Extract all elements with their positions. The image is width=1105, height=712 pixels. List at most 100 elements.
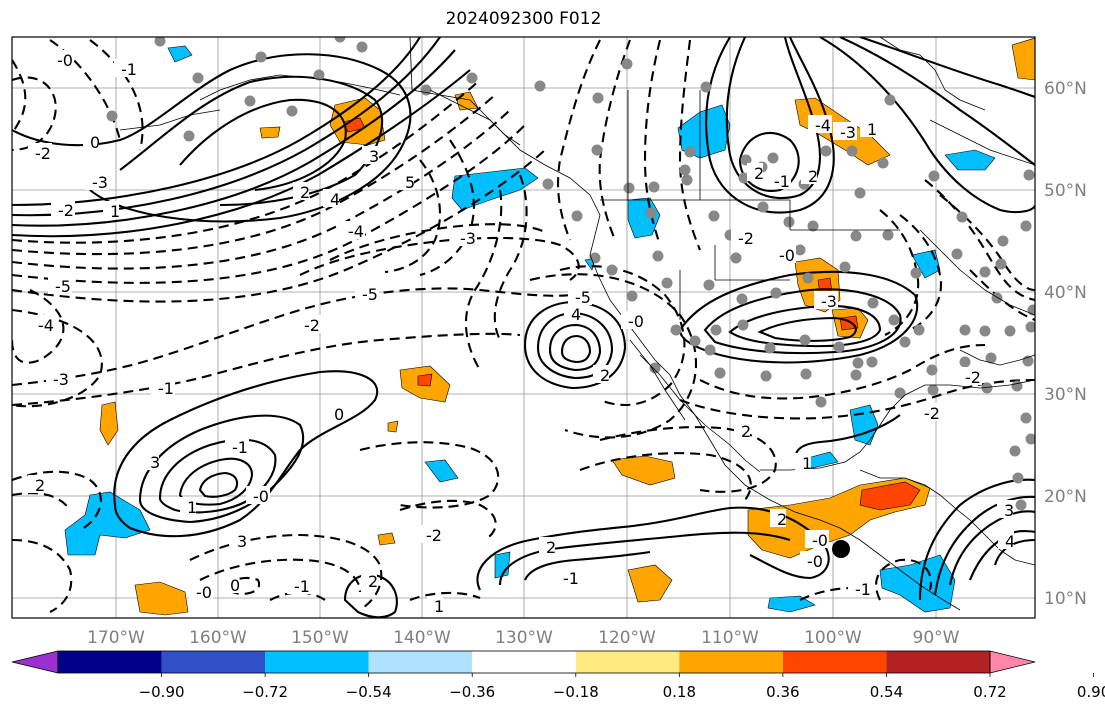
contour-label-background — [31, 315, 55, 333]
contour-label-background — [800, 551, 824, 569]
station-marker — [645, 207, 657, 219]
contour-label-background — [621, 311, 645, 329]
station-marker — [799, 334, 811, 346]
contour-label-background — [808, 115, 832, 133]
station-marker — [626, 290, 638, 302]
station-marker — [757, 201, 769, 213]
station-marker — [800, 368, 812, 380]
colorbar-high-extension — [989, 650, 1036, 674]
contour-label: -2 — [35, 144, 51, 163]
contour-label: -5 — [362, 285, 378, 304]
contour-label-background — [85, 172, 109, 190]
station-marker — [985, 352, 997, 364]
station-marker — [894, 387, 906, 399]
colorbar-bin — [368, 651, 473, 673]
station-marker — [910, 267, 922, 279]
contour-label-background — [398, 172, 414, 190]
colorbar-bin — [161, 651, 266, 673]
station-marker — [313, 69, 325, 81]
station-marker — [888, 314, 900, 326]
longitude-label: 170°W — [87, 628, 145, 648]
positive-region — [454, 91, 479, 111]
station-marker — [927, 384, 939, 396]
station-marker — [648, 181, 660, 193]
station-marker — [979, 325, 991, 337]
contour-label-background — [327, 404, 343, 422]
station-marker — [700, 81, 712, 93]
contour-label-background — [805, 530, 829, 548]
station-marker — [623, 182, 635, 194]
contour-label: -0 — [253, 487, 269, 506]
station-marker — [670, 324, 682, 336]
contour-label: 3 — [1004, 501, 1014, 520]
contour-label-background — [917, 403, 941, 421]
station-marker — [770, 287, 782, 299]
station-marker — [850, 369, 862, 381]
contour-label-background — [860, 119, 876, 137]
contour-label: 0 — [334, 405, 344, 424]
contour-label: 3 — [150, 453, 160, 472]
negative-region — [494, 551, 511, 579]
contour-label: 2 — [754, 164, 764, 183]
contour-label-background — [355, 284, 379, 302]
station-marker — [244, 95, 256, 107]
contour-label-background — [593, 365, 609, 383]
station-marker — [737, 319, 749, 331]
contour-label-background — [734, 421, 750, 439]
contour-label-background — [323, 189, 339, 207]
colorbar-tick-label: −0.18 — [553, 683, 599, 701]
colorbar-tick-label: 0.72 — [973, 683, 1006, 701]
solid-contours — [12, 37, 1035, 618]
contour-label: -3 — [460, 229, 476, 248]
contour-label-background — [51, 200, 75, 218]
positive-region — [1011, 37, 1035, 81]
station-marker — [997, 235, 1009, 247]
station-marker — [815, 396, 827, 408]
contour-label: -2 — [426, 526, 442, 545]
longitude-label: 120°W — [598, 628, 656, 648]
contour-label: -0 — [807, 552, 823, 571]
station-marker — [839, 261, 851, 273]
station-marker — [850, 230, 862, 242]
contour-label-background — [28, 143, 52, 161]
contour-label-background — [801, 166, 817, 184]
contour-labels: -0 -2 -1 -2 -3 -5 -4 0 1 2 3 4 5 -4 -3 -5 -2 -1 0 -3 3 2 1 -1 -0… — [28, 50, 1015, 616]
storm-center-marker — [832, 540, 850, 558]
station-marker — [995, 258, 1007, 270]
colorbar-bin — [575, 651, 680, 673]
contour-label: -2 — [924, 404, 940, 423]
station-marker — [1025, 321, 1035, 333]
contour-label: -2 — [965, 368, 981, 387]
contour-label: 1 — [802, 454, 812, 473]
station-marker — [591, 144, 603, 156]
contour-label-background — [770, 509, 786, 527]
contour-label-background — [293, 182, 309, 200]
contour-label: -1 — [774, 172, 790, 191]
contour-label-background — [180, 497, 196, 515]
contour-label-background — [997, 500, 1013, 518]
station-marker — [154, 37, 166, 47]
contour-label: 2 — [777, 510, 787, 529]
contour-label: -3 — [821, 292, 837, 311]
station-marker — [106, 110, 118, 122]
station-marker — [1023, 169, 1035, 181]
station-marker — [714, 367, 726, 379]
contour-label-background — [767, 171, 791, 189]
station-marker — [730, 252, 742, 264]
longitude-label: 110°W — [701, 628, 759, 648]
positive-region — [99, 401, 119, 446]
contour-label: 0 — [90, 133, 100, 152]
contour-label-background — [341, 221, 365, 239]
contour-label: 3 — [237, 532, 247, 551]
contour-label: 1 — [110, 202, 120, 221]
station-marker — [286, 105, 298, 117]
contour-label: -3 — [840, 123, 856, 142]
latitude-label: 30°N — [1044, 385, 1087, 405]
contour-label: -0 — [196, 583, 212, 602]
station-marker — [852, 357, 864, 369]
station-markers — [106, 37, 1035, 511]
colorbar-tick-labels: −0.90 −0.72 −0.54 −0.36 −0.18 0.18 0.36 0.54 0.7… — [139, 673, 1105, 701]
contour-label-background — [151, 378, 175, 396]
colorbar-bin — [782, 651, 887, 673]
